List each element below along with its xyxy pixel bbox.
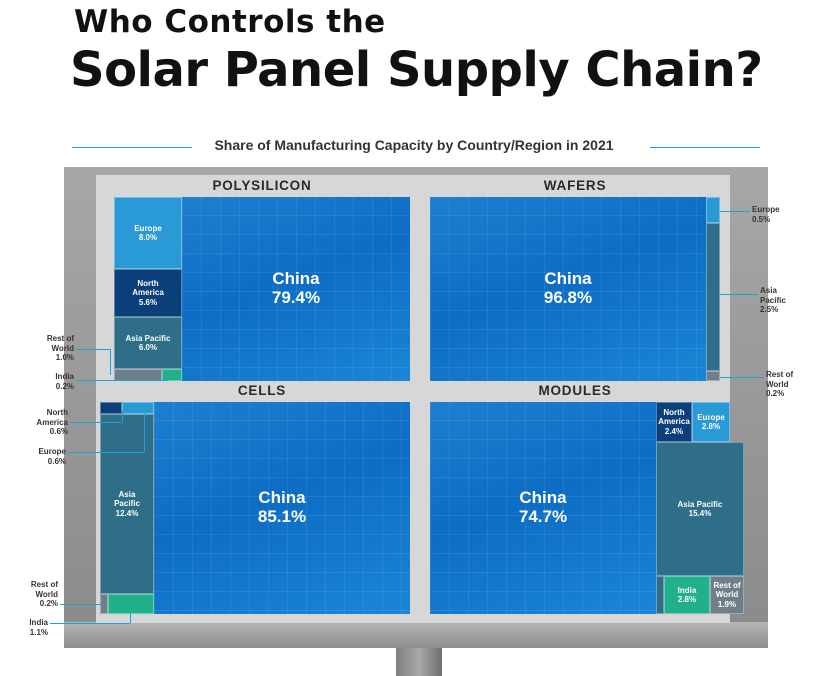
label-cells-india: India 1.1% <box>29 618 48 637</box>
treemap-polysilicon: Europe 8.0% North America 5.6% Asia Pacifi… <box>114 197 410 381</box>
segment-rest-of-world <box>706 371 720 381</box>
leader-cells-india-v <box>130 612 131 623</box>
segment-europe <box>706 197 720 223</box>
label-cells-europe: Europe 0.6% <box>38 447 66 466</box>
panel-title-polysilicon: POLYSILICON <box>212 178 312 193</box>
label-wafers-europe: Europe 0.5% <box>752 205 780 224</box>
leader-cells-north-america-v <box>122 410 123 422</box>
segment-asia-pacific: Asia Pacific 12.4% <box>100 414 154 594</box>
segment-north-america: North America 5.6% <box>114 269 182 317</box>
segment-india <box>108 594 154 614</box>
segment-china: China 79.4% <box>182 197 410 381</box>
segment-europe: Europe 2.8% <box>692 402 730 442</box>
segment-china: China 96.8% <box>430 197 706 381</box>
leader-wafers-rest <box>720 377 764 378</box>
leader-cells-europe-v <box>144 410 145 452</box>
leader-polysilicon-india <box>76 380 168 381</box>
leader-polysilicon-rest-v <box>110 349 111 375</box>
segment-india <box>162 369 182 381</box>
segment-asia-pacific-extension <box>656 576 664 614</box>
segment-asia-pacific <box>706 223 720 371</box>
treemap-cells: Asia Pacific 12.4% China 85.1% <box>100 402 410 614</box>
segment-india: India 2.8% <box>664 576 710 614</box>
leader-wafers-asia <box>720 294 758 295</box>
label-polysilicon-india: India 0.2% <box>55 372 74 391</box>
segment-china: China 74.7% <box>430 402 656 614</box>
segment-asia-pacific: Asia Pacific 6.0% <box>114 317 182 369</box>
treemap-wafers: China 96.8% <box>430 197 720 381</box>
leader-cells-europe <box>68 452 144 453</box>
leader-cells-india <box>50 623 130 624</box>
label-cells-rest-of-world: Rest of World 0.2% <box>30 580 58 609</box>
leader-cells-rest <box>60 604 104 605</box>
billboard-pole <box>396 648 442 676</box>
label-cells-north-america: North America 0.6% <box>36 408 68 437</box>
leader-cells-north-america <box>70 422 122 423</box>
panel-title-modules: MODULES <box>538 383 612 398</box>
segment-china: China 85.1% <box>154 402 410 614</box>
title-line-1: Who Controls the <box>74 4 386 40</box>
label-polysilicon-rest-of-world: Rest of World 1.0% <box>46 334 74 363</box>
label-wafers-asia-pacific: Asia Pacific 2.5% <box>760 286 786 315</box>
treemap-modules: China 74.7% North America 2.4% Europe 2.8% A… <box>430 402 744 614</box>
leader-polysilicon-rest <box>76 349 110 350</box>
title-line-2: Solar Panel Supply Chain? <box>70 42 763 98</box>
segment-europe: Europe 8.0% <box>114 197 182 269</box>
segment-europe <box>122 402 154 414</box>
panel-title-wafers: WAFERS <box>543 178 607 193</box>
segment-north-america <box>100 402 122 414</box>
leader-wafers-europe <box>720 211 750 212</box>
panel-title-cells: CELLS <box>237 383 287 398</box>
segment-north-america: North America 2.4% <box>656 402 692 442</box>
billboard-frame-edge <box>64 622 768 648</box>
segment-rest-of-world: Rest of World 1.9% <box>710 576 744 614</box>
subtitle-rule-right <box>650 147 760 148</box>
label-wafers-rest-of-world: Rest of World 0.2% <box>766 370 794 399</box>
chart-subtitle: Share of Manufacturing Capacity by Count… <box>0 137 828 153</box>
segment-asia-pacific: Asia Pacific 15.4% <box>656 442 744 576</box>
subtitle-rule-left <box>72 147 192 148</box>
